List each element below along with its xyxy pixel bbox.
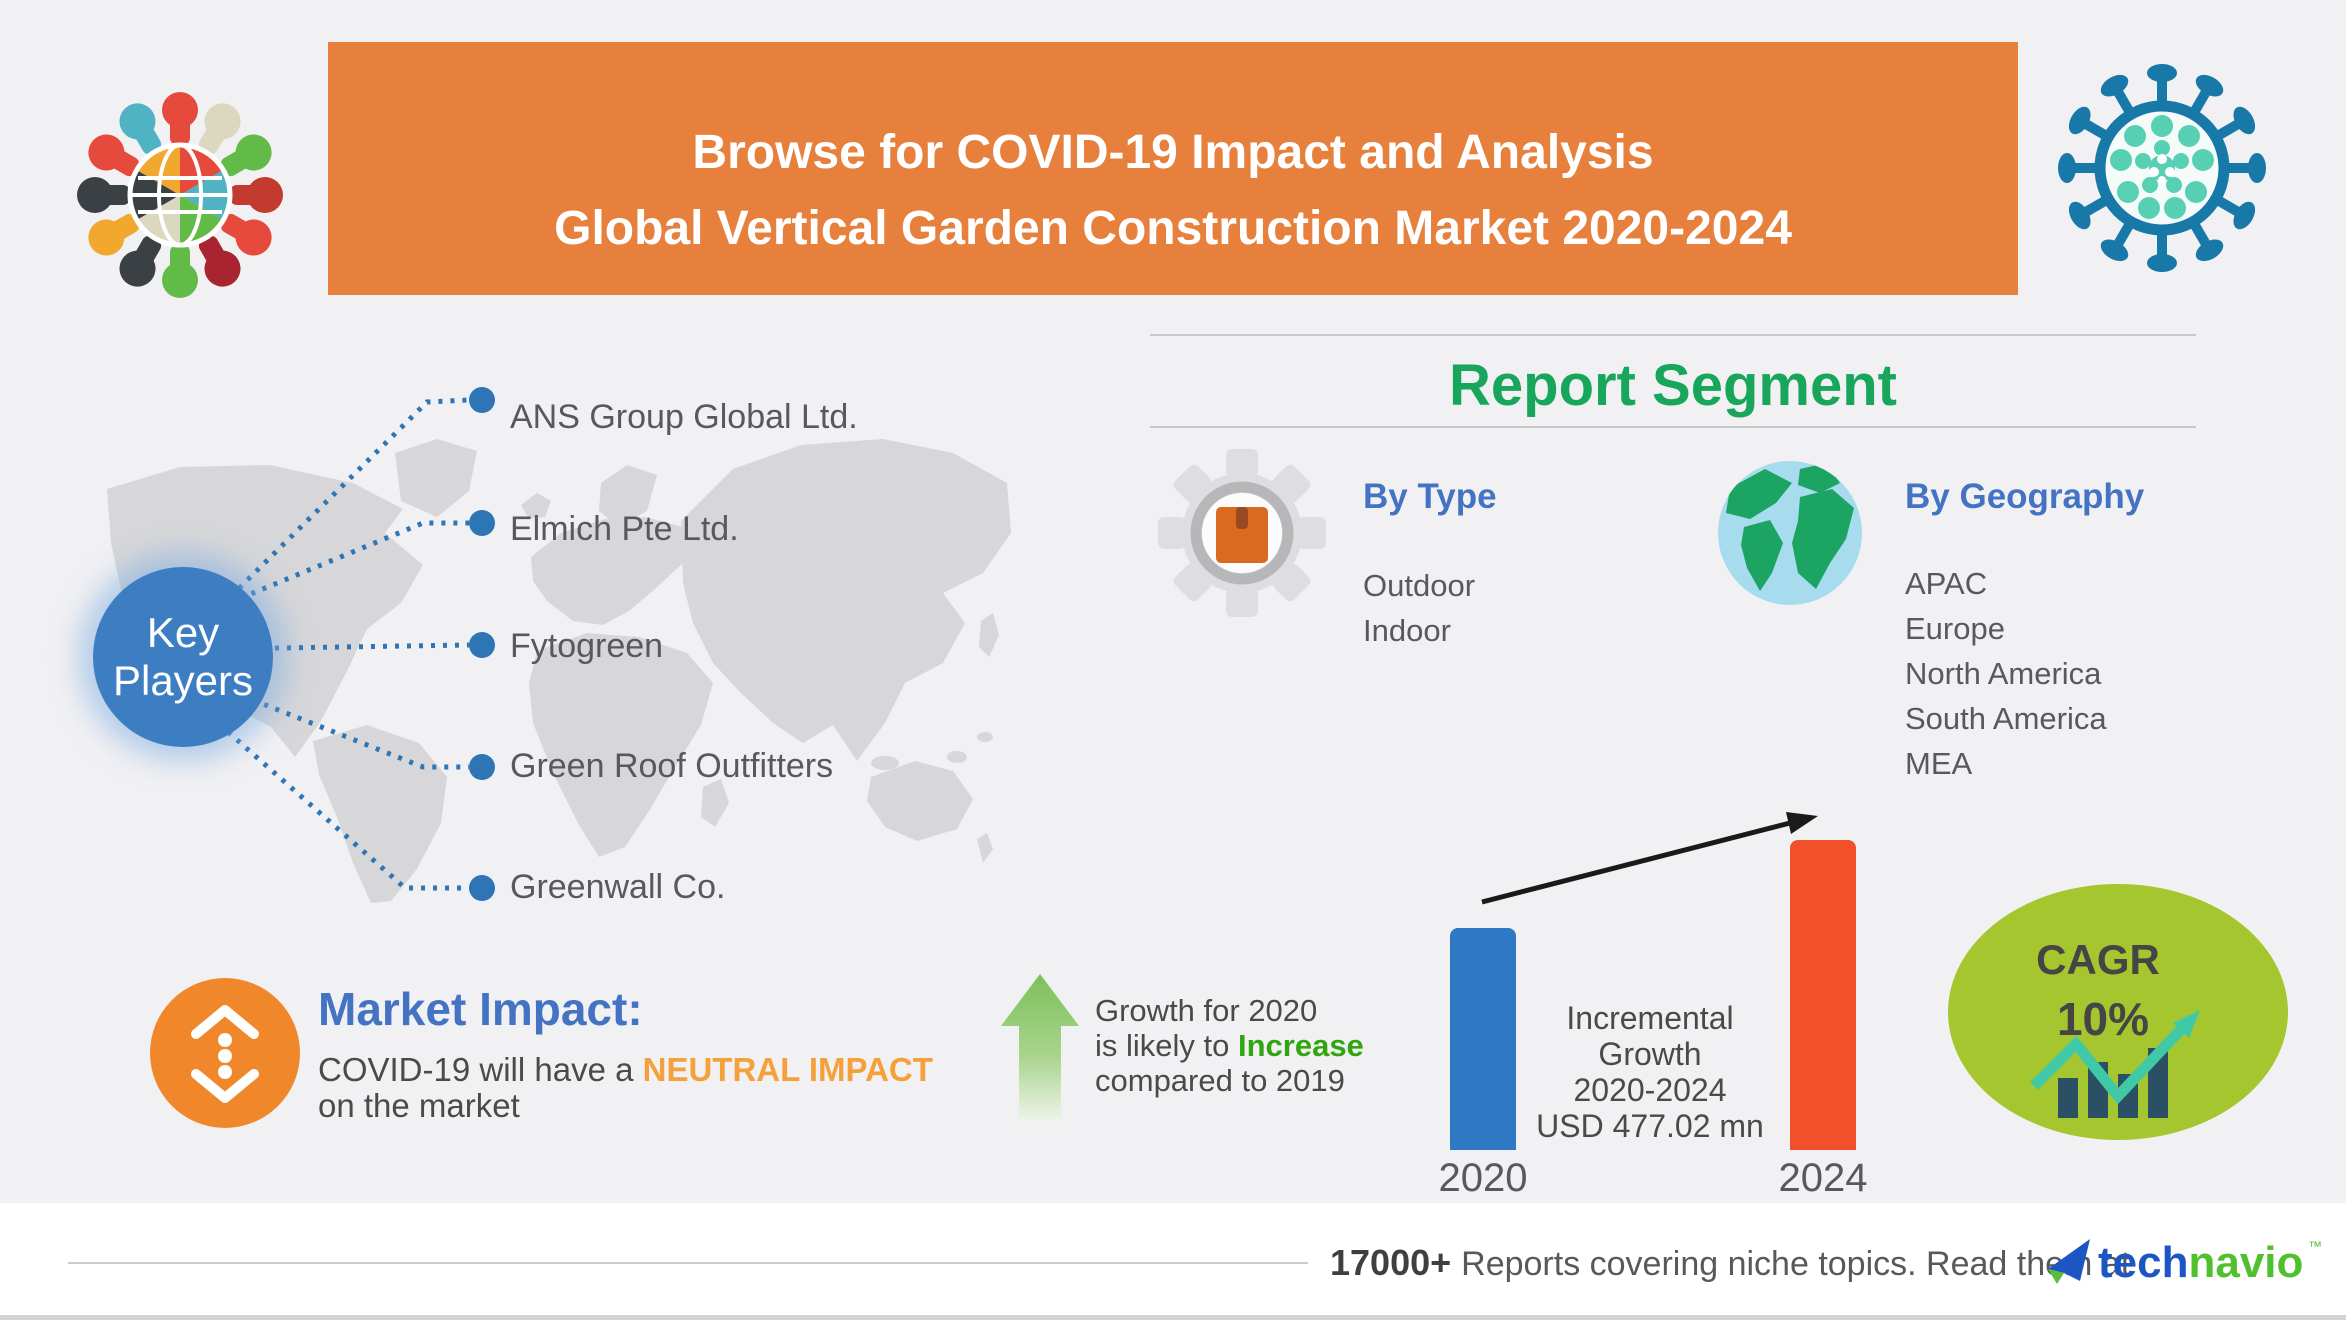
by-geography-heading: By Geography [1905, 477, 2145, 516]
logo-tm: ™ [2308, 1238, 2322, 1254]
bar-2024 [1790, 840, 1856, 1150]
svg-text:technavio: technavio [2098, 1238, 2303, 1287]
package-icon [1216, 507, 1268, 563]
key-players-connectors [203, 387, 495, 901]
footer-divider [68, 1262, 1308, 1264]
technavio-logo-icon [2048, 1239, 2090, 1281]
company-label: ANS Group Global Ltd. [510, 398, 858, 436]
company-label: Fytogreen [510, 627, 664, 665]
technavio-logo[interactable]: technavio ™ [2046, 1237, 2326, 1287]
global-virus-icon [77, 92, 283, 298]
company-dots [469, 387, 495, 901]
by-type-item: Outdoor [1363, 568, 1476, 603]
bar-label-2024: 2024 [1778, 1156, 1868, 1200]
growth-line3: compared to 2019 [1095, 1063, 1345, 1098]
geo-item: Europe [1905, 611, 2005, 646]
banner-title-line1: Browse for COVID-19 Impact and Analysis [692, 126, 1654, 179]
annotation-line: Incremental [1566, 1000, 1734, 1036]
divider-line [1150, 334, 2196, 336]
by-type-list: Outdoor Indoor [1363, 563, 1475, 653]
bar-2020 [1450, 928, 1516, 1150]
growth-up-arrow-icon [1001, 974, 1079, 1122]
by-type-heading: By Type [1363, 477, 1497, 516]
company-label: Green Roof Outfitters [510, 747, 834, 785]
banner-title-line2: Global Vertical Garden Construction Mark… [554, 202, 1792, 255]
footer [0, 1203, 2346, 1320]
company-label: Elmich Pte Ltd. [510, 510, 739, 548]
bottom-edge-strip [0, 1315, 2346, 1320]
growth-note: Growth for 2020 is likely to Increase co… [1095, 993, 1364, 1098]
market-impact-text: COVID-19 will have a NEUTRAL IMPACT on t… [318, 1052, 933, 1124]
key-players-title-line1: Key [146, 609, 220, 656]
logo-text-navio: navio [2188, 1238, 2303, 1287]
by-geography-list: APAC Europe North America South America … [1905, 561, 2107, 786]
covid-virus-icon [2058, 64, 2266, 272]
market-impact-title: Market Impact: [318, 983, 643, 1035]
by-type-item: Indoor [1363, 613, 1451, 648]
logo-text-tech: tech [2098, 1238, 2188, 1287]
geo-item: APAC [1905, 566, 1988, 601]
divider-line [1150, 426, 2196, 428]
growth-line1: Growth for 2020 [1095, 993, 1318, 1028]
key-players-title-line2: Players [112, 657, 254, 704]
report-count: 17000+ [1330, 1242, 1452, 1283]
geo-item: MEA [1905, 746, 1973, 781]
company-label: Greenwall Co. [510, 868, 726, 906]
annotation-line: Growth [1598, 1036, 1702, 1072]
impact-text-before: COVID-19 will have a [318, 1051, 643, 1088]
key-players-circle: Key Players [93, 567, 273, 747]
market-impact-badge [150, 978, 300, 1128]
growth-line2: is likely to [1095, 1028, 1238, 1063]
annotation-line: 2020-2024 [1573, 1072, 1727, 1108]
bar-label-2020: 2020 [1438, 1156, 1528, 1200]
footer-tagline: Reports covering niche topics. Read them… [1461, 1245, 2131, 1283]
geo-item: North America [1905, 656, 2102, 691]
gear-package-icon [1158, 449, 1326, 617]
cagr-label: CAGR [2036, 936, 2160, 983]
header-banner: Browse for COVID-19 Impact and Analysis … [328, 42, 2018, 295]
impact-highlight: NEUTRAL IMPACT [642, 1051, 933, 1088]
trend-arrow [1481, 812, 1818, 905]
annotation-line: USD 477.02 mn [1536, 1108, 1764, 1144]
cagr-value: 10% [2056, 993, 2150, 1045]
incremental-growth-annotation: Incremental Growth 2020-2024 USD 477.02 … [1510, 1000, 1790, 1144]
report-segment-title: Report Segment [1449, 353, 1897, 418]
footer-text: 17000+ Reports covering niche topics. Rea… [1330, 1242, 2130, 1284]
earth-icon [1718, 461, 1862, 605]
globe-icon [127, 142, 233, 248]
growth-highlight: Increase [1237, 1028, 1364, 1063]
geo-item: South America [1905, 701, 2107, 736]
impact-text-after: on the market [318, 1087, 520, 1124]
up-down-arrows-icon [191, 1005, 259, 1103]
mini-growth-chart-icon [2030, 1010, 2200, 1118]
